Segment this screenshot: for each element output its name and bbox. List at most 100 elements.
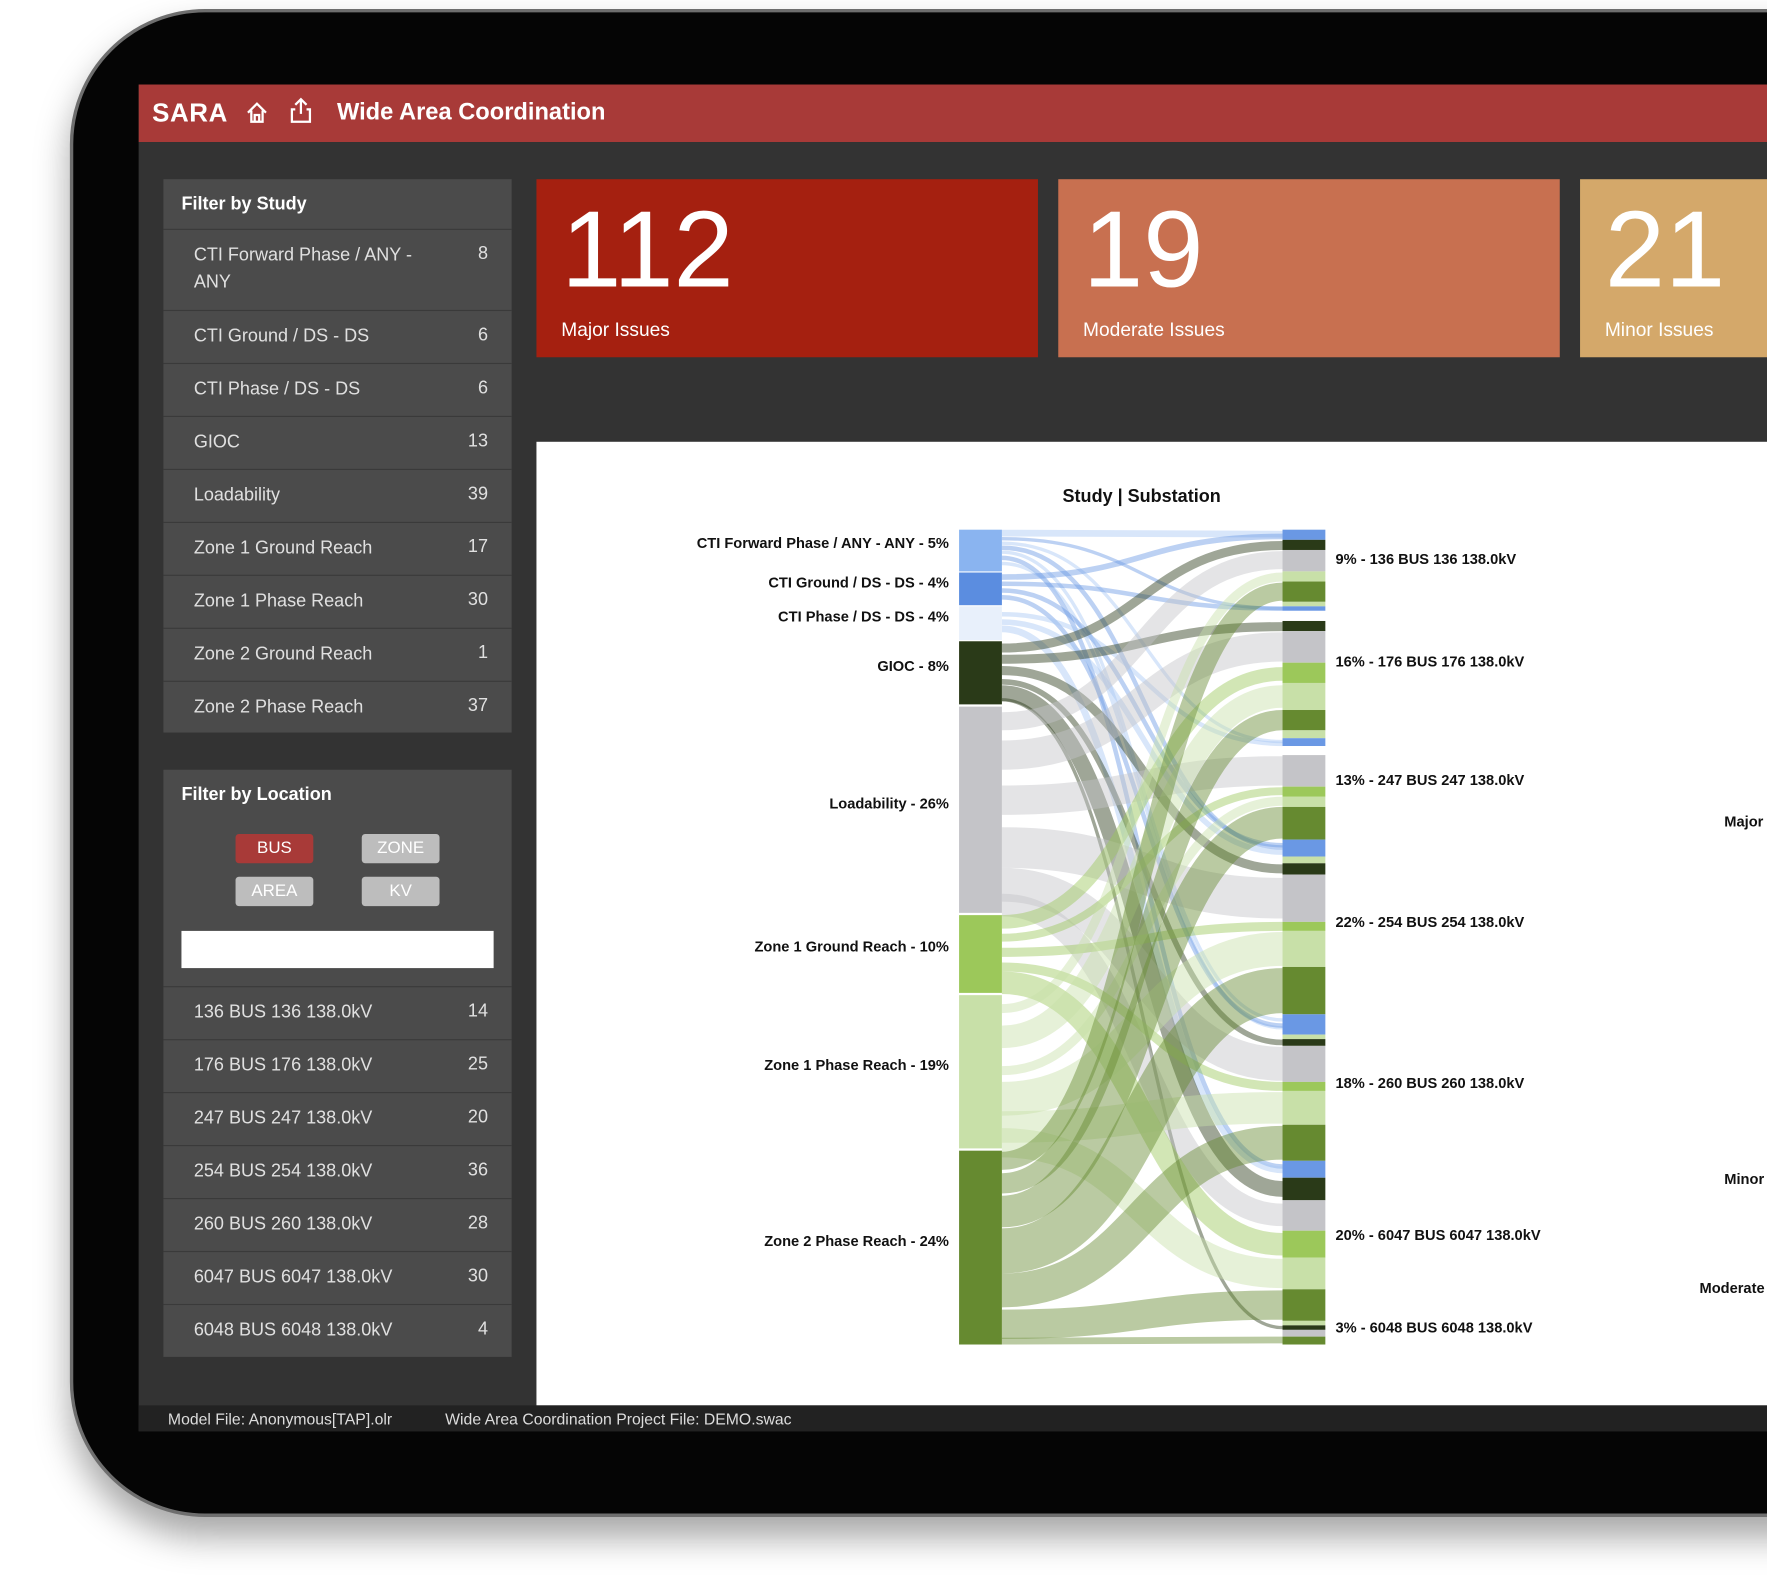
sankey-flow bbox=[1001, 632, 1283, 770]
sankey-node bbox=[1282, 606, 1326, 611]
filter-row[interactable]: CTI Phase / DS - DS 6 bbox=[163, 362, 512, 417]
sankey-node bbox=[1282, 738, 1326, 747]
sankey-node bbox=[959, 915, 1002, 993]
filter-row[interactable]: 176 BUS 176 138.0kV 25 bbox=[163, 1039, 512, 1093]
sankey-flow bbox=[1001, 679, 1283, 1046]
chart-panel: Study | Substation CTI Forward Phase / AN… bbox=[536, 441, 1767, 1406]
filter-row[interactable]: GIOC 13 bbox=[163, 415, 512, 470]
filter-row[interactable]: CTI Forward Phase / ANY - ANY 8 bbox=[163, 228, 512, 311]
sankey-flow bbox=[1001, 540, 1283, 653]
sankey-node bbox=[1282, 746, 1326, 756]
brand[interactable]: SARA bbox=[152, 98, 228, 128]
row-label: CTI Forward Phase / ANY - ANY bbox=[193, 245, 412, 292]
filter-button[interactable]: KV bbox=[361, 876, 440, 907]
sankey-node bbox=[1282, 620, 1326, 632]
screen: SARA Wide Area Coordination Filter by St… bbox=[138, 84, 1767, 1432]
filter-row[interactable]: 136 BUS 136 138.0kV 14 bbox=[163, 986, 512, 1040]
filter-row[interactable]: 247 BUS 247 138.0kV 20 bbox=[163, 1092, 512, 1146]
row-label: Loadability bbox=[193, 485, 281, 505]
sankey-node bbox=[1282, 549, 1326, 572]
sankey-node bbox=[959, 529, 1002, 572]
home-icon[interactable] bbox=[245, 100, 270, 125]
node-label: 9% - 136 BUS 136 138.0kV bbox=[1335, 552, 1516, 568]
node-label: CTI Phase / DS - DS - 4% bbox=[778, 609, 949, 625]
row-count: 30 bbox=[467, 590, 488, 610]
sankey-node bbox=[959, 606, 1002, 641]
page-title: Wide Area Coordination bbox=[336, 99, 606, 126]
sankey-flow bbox=[1001, 545, 1283, 850]
sankey-flow bbox=[1001, 867, 1284, 1081]
filter-row[interactable]: 260 BUS 260 138.0kV 28 bbox=[163, 1198, 512, 1252]
sankey-flow bbox=[1001, 756, 1283, 815]
sankey-flow bbox=[1001, 827, 1283, 919]
filter-row[interactable]: Loadability 39 bbox=[163, 468, 512, 523]
sankey-node bbox=[1282, 1160, 1326, 1178]
sankey-node bbox=[1282, 539, 1326, 550]
filter-row[interactable]: 254 BUS 254 138.0kV 36 bbox=[163, 1145, 512, 1199]
sankey-node bbox=[1282, 1230, 1326, 1258]
row-label: 6047 BUS 6047 138.0kV bbox=[193, 1267, 393, 1288]
row-label: 136 BUS 136 138.0kV bbox=[193, 1003, 373, 1023]
side-label: Major bbox=[1724, 815, 1763, 831]
sankey-node bbox=[1282, 1336, 1326, 1345]
issue-card[interactable]: 112 Major Issues bbox=[536, 179, 1038, 358]
card-label: Minor Issues bbox=[1604, 318, 1714, 341]
filter-button[interactable]: AREA bbox=[235, 876, 314, 907]
sankey-node bbox=[1282, 856, 1326, 864]
sankey-flow bbox=[1001, 666, 1283, 874]
sankey-node bbox=[1282, 631, 1326, 663]
sankey-node bbox=[1282, 529, 1326, 540]
sankey-flow bbox=[1001, 685, 1284, 1197]
sankey-node bbox=[959, 641, 1002, 705]
sankey-node bbox=[1282, 1014, 1326, 1035]
sankey-flow bbox=[1001, 962, 1283, 1091]
filter-row[interactable]: Zone 2 Phase Reach 37 bbox=[163, 680, 512, 735]
filter-row[interactable]: 6048 BUS 6048 138.0kV 4 bbox=[163, 1303, 512, 1358]
sankey-flow bbox=[1001, 971, 1284, 1256]
sankey-flow bbox=[1001, 787, 1283, 942]
row-label: 176 BUS 176 138.0kV bbox=[193, 1055, 373, 1076]
sankey-flow bbox=[1001, 1128, 1283, 1289]
filter-button[interactable]: BUS bbox=[235, 833, 314, 864]
row-count: 4 bbox=[477, 1319, 488, 1339]
sankey-flow bbox=[1001, 622, 1283, 664]
chart-title: Study | Substation bbox=[1063, 486, 1221, 506]
row-label: 254 BUS 254 138.0kV bbox=[193, 1161, 373, 1182]
search-input[interactable] bbox=[181, 930, 494, 969]
sankey-node bbox=[1282, 682, 1326, 711]
node-label: Loadability - 26% bbox=[829, 797, 949, 813]
sankey-node bbox=[1282, 581, 1326, 602]
sankey-node bbox=[1282, 863, 1326, 875]
filter-button[interactable]: ZONE bbox=[361, 833, 440, 864]
filter-row[interactable]: Zone 1 Ground Reach 17 bbox=[163, 521, 512, 576]
filter-row[interactable]: Zone 1 Phase Reach 30 bbox=[163, 574, 512, 629]
sankey-node bbox=[1282, 1045, 1326, 1082]
node-label: 20% - 6047 BUS 6047 138.0kV bbox=[1335, 1228, 1540, 1244]
sankey-node bbox=[1282, 601, 1326, 607]
sankey: Study | Substation CTI Forward Phase / AN… bbox=[697, 486, 1765, 1345]
sankey-node bbox=[1282, 921, 1326, 931]
side-label: Moderate bbox=[1700, 1281, 1765, 1297]
sankey-node bbox=[959, 1150, 1002, 1345]
issue-card[interactable]: 21 Minor Issues bbox=[1580, 179, 1767, 358]
sankey-node bbox=[959, 706, 1002, 913]
node-label: 13% - 247 BUS 247 138.0kV bbox=[1335, 773, 1524, 789]
sankey-flow bbox=[1001, 588, 1283, 848]
share-icon[interactable] bbox=[289, 97, 314, 124]
row-count: 17 bbox=[467, 537, 488, 557]
sankey-flow bbox=[1001, 796, 1283, 1076]
filter-row[interactable]: 6047 BUS 6047 138.0kV 30 bbox=[163, 1250, 512, 1305]
node-label: 3% - 6048 BUS 6048 138.0kV bbox=[1335, 1321, 1532, 1337]
sankey-flow bbox=[1001, 595, 1283, 1028]
issue-card[interactable]: 19 Moderate Issues bbox=[1058, 179, 1560, 358]
row-label: CTI Ground / DS - DS bbox=[193, 326, 370, 346]
sankey-node bbox=[1282, 1034, 1326, 1040]
filter-row[interactable]: CTI Ground / DS - DS 6 bbox=[163, 309, 512, 364]
sankey-flow bbox=[1001, 685, 1284, 1049]
row-count: 28 bbox=[467, 1213, 488, 1233]
filter-row[interactable]: Zone 2 Ground Reach 1 bbox=[163, 627, 512, 682]
sankey-flow bbox=[1001, 611, 1283, 747]
row-label: Zone 2 Ground Reach bbox=[193, 644, 373, 664]
sankey-flow bbox=[1001, 667, 1283, 929]
